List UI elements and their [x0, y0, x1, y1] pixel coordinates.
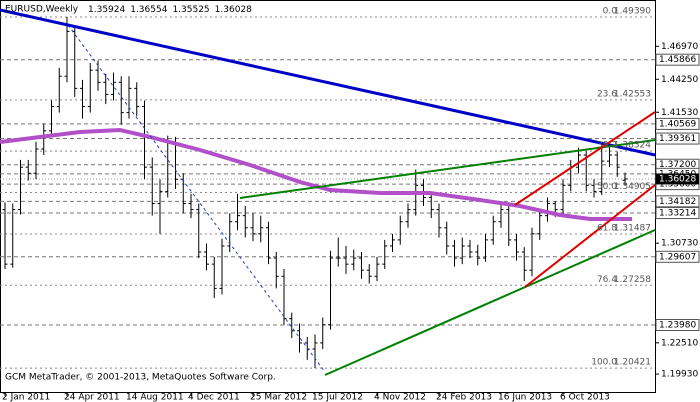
- level-box: [655, 207, 700, 220]
- fib-value: 1.42553: [614, 89, 651, 99]
- x-tick-label: 4 Dec 2011: [188, 393, 240, 402]
- level-box: [655, 53, 700, 66]
- x-tick-label: 24 Apr 2011: [64, 393, 120, 402]
- fib-ratio: 0.0: [603, 6, 618, 16]
- y-tick-label: 1.22510: [661, 338, 698, 348]
- price-box: [656, 173, 699, 185]
- fib-ratio: 38.2: [597, 141, 617, 151]
- x-tick-label: 2 Jan 2011: [2, 393, 50, 402]
- fib-ratio: 23.6: [597, 89, 617, 99]
- y-tick-label: 1.44250: [661, 75, 698, 85]
- moving-average: [0, 127, 632, 221]
- channel-line: [524, 184, 656, 288]
- trend-line: [239, 139, 656, 199]
- trend-line: [0, 8, 656, 157]
- fib-ratio: 76.4: [597, 275, 617, 285]
- header-low: 1.35525: [172, 5, 209, 15]
- header-open: 1.35924: [88, 5, 125, 15]
- level-box: [655, 117, 700, 130]
- x-tick-label: 25 Mar 2012: [250, 393, 307, 402]
- level-box: [655, 132, 700, 145]
- header-close: 1.36028: [215, 5, 252, 15]
- y-tick-label: 1.46970: [661, 42, 698, 52]
- ohlc-header: 1.35924 1.36554 1.35525 1.36028: [88, 5, 252, 15]
- fib-value: 1.20421: [614, 358, 651, 368]
- level-label: 1.35600: [659, 180, 696, 190]
- x-tick-label: 14 Aug 2011: [126, 393, 184, 402]
- fib-ratio: 100.0: [591, 358, 617, 368]
- y-tick-label: 1.30730: [661, 239, 698, 249]
- level-box: [655, 195, 700, 208]
- fib-ratio: 50.0: [597, 182, 617, 192]
- level-label: 1.23980: [659, 320, 696, 330]
- x-tick-label: 4 Nov 2012: [374, 393, 426, 402]
- level-box: [655, 250, 700, 263]
- x-tick-label: 16 Jun 2013: [498, 393, 552, 402]
- level-label: 1.39361: [659, 134, 696, 144]
- current-price: 1.36028: [659, 174, 696, 184]
- level-label: 1.34182: [659, 197, 696, 207]
- y-tick-label: 1.19930: [661, 370, 698, 380]
- y-tick-label: 1.41530: [661, 108, 698, 118]
- fib-value: 1.27258: [614, 275, 651, 285]
- channel-line: [514, 111, 656, 206]
- chart-title: EURUSD,Weekly: [5, 5, 79, 15]
- level-label: 1.29607: [659, 252, 696, 262]
- level-label: 1.33214: [659, 209, 696, 219]
- trend-line: [324, 229, 656, 376]
- footer: GCM MetaTrader, © 2001-2013, MetaQuotes …: [5, 373, 276, 383]
- x-tick-label: 24 Feb 2013: [436, 393, 492, 402]
- x-tick-label: 6 Oct 2013: [560, 393, 610, 402]
- level-label: 1.37200: [659, 160, 696, 170]
- fib-value: 1.49390: [614, 6, 651, 16]
- fib-value: 1.34905: [614, 182, 651, 192]
- level-box: [655, 318, 700, 331]
- header-high: 1.36554: [130, 5, 167, 15]
- fib-value: 1.38324: [614, 141, 651, 151]
- fib-value: 1.31487: [614, 223, 651, 233]
- level-label: 1.40569: [659, 119, 696, 129]
- level-label: 1.45866: [659, 55, 696, 65]
- fib-ratio: 61.8: [597, 223, 617, 233]
- x-tick-label: 15 Jul 2012: [312, 393, 363, 402]
